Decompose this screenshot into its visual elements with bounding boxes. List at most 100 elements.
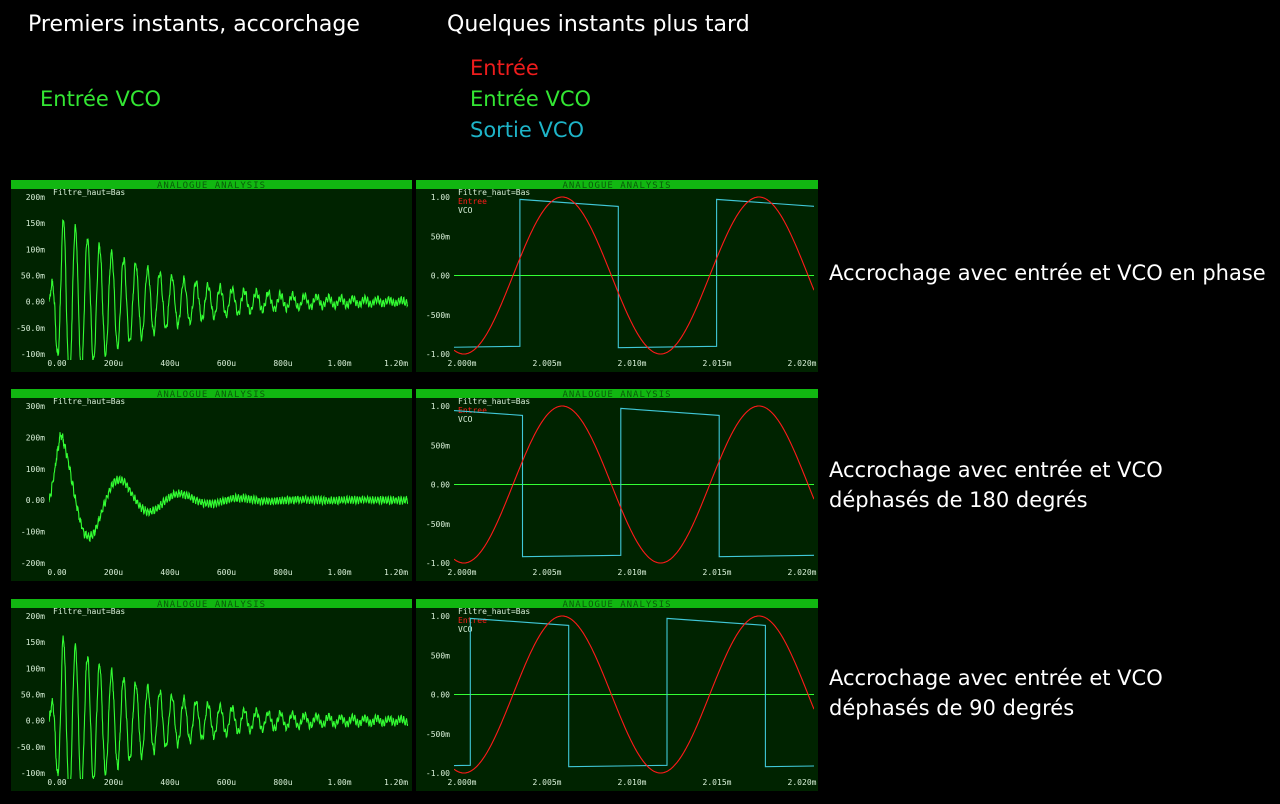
x-tick-label: 200u: [104, 359, 123, 368]
y-tick-label: 300m: [26, 402, 45, 411]
y-tick-label: 500m: [431, 232, 450, 241]
y-tick-label: 0.00: [26, 717, 45, 726]
x-tick-label: 400u: [160, 568, 179, 577]
title-bar: [11, 389, 412, 398]
series-entree-vco: [49, 219, 408, 360]
right-column-title: Quelques instants plus tard: [447, 12, 750, 37]
y-tick-label: 50.0m: [21, 691, 45, 700]
x-tick-label: 2.000m: [448, 359, 477, 368]
trace-label: Filtre_haut=Bas: [458, 188, 530, 197]
chart-panel-4: ANALOGUE ANALYSIS1.00500m0.00-500m-1.002…: [416, 389, 818, 581]
plot-area: [454, 615, 814, 774]
x-tick-label: 600u: [217, 778, 236, 787]
x-tick-label: 1.20m: [384, 778, 408, 787]
plot-area: [49, 635, 408, 779]
y-tick-label: -500m: [426, 730, 450, 739]
trace-label: VCO: [458, 625, 473, 634]
y-tick-label: -100m: [21, 528, 45, 537]
x-tick-label: 1.20m: [384, 359, 408, 368]
x-tick-label: 800u: [273, 359, 292, 368]
y-tick-label: 0.00: [26, 496, 45, 505]
x-tick-label: 800u: [273, 568, 292, 577]
trace-label: Filtre_haut=Bas: [53, 188, 125, 197]
y-tick-label: 0.00: [26, 298, 45, 307]
y-tick-label: 1.00: [431, 193, 450, 202]
x-tick-label: 600u: [217, 359, 236, 368]
x-tick-label: 2.020m: [788, 568, 817, 577]
legend-sortie-vco: Sortie VCO: [470, 118, 585, 142]
y-tick-label: 200m: [26, 193, 45, 202]
trace-label: Filtre_haut=Bas: [458, 607, 530, 616]
x-tick-label: 2.015m: [703, 568, 732, 577]
y-tick-label: 1.00: [431, 402, 450, 411]
plot-area: [49, 219, 408, 360]
x-tick-label: 2.005m: [533, 778, 562, 787]
series-entree-vco: [49, 635, 408, 779]
x-tick-label: 400u: [160, 359, 179, 368]
x-tick-label: 1.00m: [327, 359, 351, 368]
chart-title: ANALOGUE ANALYSIS: [157, 181, 266, 191]
x-tick-label: 0.00: [47, 359, 66, 368]
title-bar: [416, 389, 818, 398]
y-tick-label: 100m: [26, 245, 45, 254]
y-tick-label: -500m: [426, 520, 450, 529]
legend-entree: Entrée: [470, 56, 539, 80]
x-tick-label: 2.000m: [448, 568, 477, 577]
chart-panel-5: ANALOGUE ANALYSIS 200m 150m 100m 50.0m 0.00 -5…: [11, 599, 412, 791]
x-tick-label: 400u: [160, 778, 179, 787]
x-tick-label: 200u: [104, 568, 123, 577]
x-tick-label: 2.005m: [533, 359, 562, 368]
x-tick-label: 1.00m: [327, 568, 351, 577]
series-vco: [454, 617, 814, 768]
chart-title: ANALOGUE ANALYSIS: [562, 181, 671, 191]
chart-title: ANALOGUE ANALYSIS: [157, 600, 266, 610]
x-tick-label: 1.00m: [327, 778, 351, 787]
chart-title: ANALOGUE ANALYSIS: [562, 390, 671, 400]
y-tick-label: -1.00: [426, 559, 450, 568]
y-tick-label: -500m: [426, 311, 450, 320]
plot-background: [11, 389, 412, 581]
x-tick-label: 2.000m: [448, 778, 477, 787]
caption-90-degrees: Accrochage avec entrée et VCO déphasés d…: [829, 666, 1163, 720]
y-tick-label: 500m: [431, 651, 450, 660]
left-column-title: Premiers instants, accorchage: [28, 12, 360, 37]
y-tick-label: 50.0m: [21, 272, 45, 281]
x-tick-label: 2.020m: [788, 778, 817, 787]
legend-entree-vco: Entrée VCO: [470, 87, 592, 111]
y-tick-label: 0.00: [431, 691, 450, 700]
y-tick-label: 100m: [26, 465, 45, 474]
chart-title: ANALOGUE ANALYSIS: [157, 390, 266, 400]
x-tick-label: 0.00: [47, 778, 66, 787]
trace-label: Filtre_haut=Bas: [53, 397, 125, 406]
trace-label: Entree: [458, 406, 487, 415]
series-vco: [454, 407, 814, 558]
y-tick-label: -100m: [21, 769, 45, 778]
y-tick-label: 200m: [26, 612, 45, 621]
caption-180-degrees: Accrochage avec entrée et VCO déphasés d…: [829, 458, 1163, 512]
series-entree-vco: [49, 432, 408, 542]
trace-label: VCO: [458, 206, 473, 215]
y-tick-label: 0.00: [431, 272, 450, 281]
x-tick-label: 2.015m: [703, 778, 732, 787]
chart-panel-6: ANALOGUE ANALYSIS1.00500m0.00-500m-1.002…: [416, 599, 818, 791]
chart-title: ANALOGUE ANALYSIS: [562, 600, 671, 610]
y-tick-label: -50.0m: [16, 324, 45, 333]
y-tick-label: -1.00: [426, 350, 450, 359]
x-tick-label: 200u: [104, 778, 123, 787]
y-tick-label: 150m: [26, 638, 45, 647]
plot-area: [49, 432, 408, 542]
y-tick-label: -200m: [21, 559, 45, 568]
series-entree: [454, 615, 814, 774]
chart-panel-2: ANALOGUE ANALYSIS1.00500m0.00-500m-1.002…: [416, 180, 818, 372]
chart-panel-1: ANALOGUE ANALYSIS 200m 150m 100m 50.0m 0.00 -5…: [11, 180, 412, 372]
trace-label: Filtre_haut=Bas: [53, 607, 125, 616]
chart-panel-3: ANALOGUE ANALYSIS 300m 200m 100m 0.00 -100m -2…: [11, 389, 412, 581]
plot-area: [454, 196, 814, 355]
y-tick-label: -100m: [21, 350, 45, 359]
x-tick-label: 2.010m: [618, 568, 647, 577]
title-bar: [11, 180, 412, 189]
y-tick-label: -50.0m: [16, 743, 45, 752]
series-entree: [454, 196, 814, 355]
series-vco: [454, 198, 814, 349]
title-bar: [416, 180, 818, 189]
